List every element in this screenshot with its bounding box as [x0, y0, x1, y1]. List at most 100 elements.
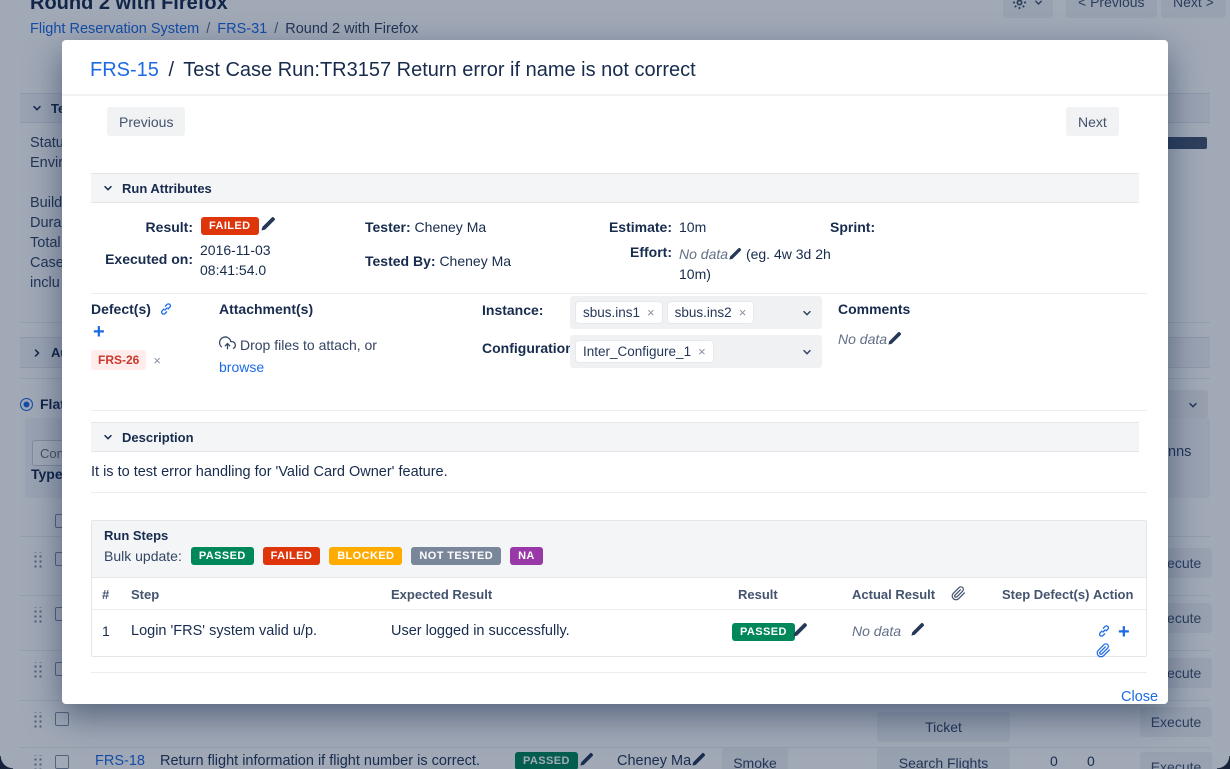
edit-pencil-icon[interactable] — [887, 331, 902, 346]
bulk-blocked-button[interactable]: BLOCKED — [329, 547, 403, 566]
effort-field: No data (eg. 4w 3d 2h 10m) — [679, 244, 841, 284]
tester-value: Cheney Ma — [414, 219, 487, 235]
dialog-title: FRS-15 / Test Case Run:TR3157 Return err… — [90, 56, 696, 84]
result-badge: FAILED — [201, 217, 259, 236]
instance-tag-label: sbus.ins1 — [583, 305, 641, 320]
breadcrumb-separator: / — [206, 21, 211, 37]
remove-tag-icon[interactable]: × — [698, 344, 706, 359]
add-step-defect-button[interactable]: + — [1118, 621, 1130, 643]
chevron-down-icon — [1187, 399, 1199, 411]
execute-button[interactable]: Execute — [1140, 707, 1212, 737]
step-result-badge: PASSED — [732, 623, 795, 642]
bulk-na-button[interactable]: NA — [510, 547, 543, 566]
chevron-down-icon — [102, 182, 114, 194]
attachment-count: 0 — [1087, 753, 1095, 769]
effort-value: No data — [679, 246, 729, 262]
edit-pencil-icon[interactable] — [910, 622, 925, 637]
tester-field: Tester: Cheney Ma — [365, 219, 486, 235]
field-label: Case — [30, 255, 64, 271]
defects-label: Defect(s) — [91, 301, 151, 317]
divider — [20, 747, 1210, 748]
step-actual-value: No data — [852, 623, 902, 639]
edit-pencil-icon[interactable] — [792, 622, 808, 638]
remove-tag-icon[interactable]: × — [738, 305, 747, 320]
breadcrumb-issue-link[interactable]: FRS-31 — [217, 21, 268, 37]
configuration-label: Configuration: — [482, 340, 579, 356]
breadcrumb-project-link[interactable]: Flight Reservation System — [30, 21, 200, 37]
chevron-right-icon — [31, 347, 43, 359]
edit-pencil-icon[interactable] — [691, 752, 706, 767]
add-defect-button[interactable]: + — [93, 321, 105, 343]
drag-handle[interactable] — [32, 712, 43, 730]
title-text: Test Case Run:TR3157 Return error if nam… — [183, 59, 696, 81]
edit-pencil-icon[interactable] — [728, 247, 742, 261]
execute-button[interactable]: Execute — [1140, 752, 1212, 769]
requirement-link[interactable]: Ticket — [877, 712, 1010, 742]
link-icon[interactable] — [158, 301, 174, 317]
bulk-passed-button[interactable]: PASSED — [190, 547, 254, 566]
steps-table-header: # Step Expected Result Result Actual Res… — [92, 578, 1146, 610]
col-expected: Expected Result — [391, 587, 493, 602]
previous-button[interactable]: Previous — [107, 107, 186, 136]
dropzone-text: Drop files to attach, or — [240, 337, 377, 353]
bulk-update-row: Bulk update: PASSED FAILED BLOCKED NOT T… — [104, 547, 1134, 566]
col-step: Step — [131, 587, 160, 602]
field-label: Build — [30, 195, 63, 211]
test-case-run-dialog: FRS-15 / Test Case Run:TR3157 Return err… — [62, 40, 1168, 705]
close-button[interactable]: Close — [1121, 689, 1159, 705]
window-corner — [0, 756, 13, 769]
executed-on-label: Executed on: — [105, 251, 193, 267]
instance-select[interactable]: sbus.ins1 × sbus.ins2 × — [570, 296, 822, 329]
columns-button[interactable]: nns — [1168, 444, 1192, 460]
estimate-value: 10m — [679, 219, 707, 235]
requirement-link[interactable]: Search Flights — [877, 748, 1010, 769]
attachment-dropzone[interactable]: Drop files to attach, or browse — [219, 334, 411, 378]
result-label: Result: — [145, 219, 193, 235]
drag-handle[interactable] — [32, 607, 43, 625]
breadcrumb-current: Round 2 with Firefox — [285, 21, 419, 37]
drag-handle[interactable] — [32, 662, 43, 680]
result-badge: PASSED — [515, 752, 578, 769]
next-run-button[interactable]: Next > — [1161, 0, 1226, 18]
link-step-defect-icon[interactable] — [1096, 623, 1112, 639]
browse-link[interactable]: browse — [219, 359, 265, 375]
configuration-select[interactable]: Inter_Configure_1 × — [570, 335, 822, 368]
col-step-defects: Step Defect(s) — [1002, 587, 1090, 602]
sprint-label: Sprint: — [830, 219, 876, 235]
edit-pencil-icon[interactable] — [260, 216, 276, 232]
testcase-key-link[interactable]: FRS-18 — [95, 753, 145, 769]
effort-hint: (eg. 4w 3d 2h 10m) — [679, 246, 831, 282]
breadcrumb-separator: / — [274, 21, 279, 37]
breadcrumb: Flight Reservation System / FRS-31 / Round 2… — [30, 21, 418, 37]
comments-field: No data — [838, 331, 902, 347]
remove-defect-icon[interactable]: × — [153, 352, 161, 368]
defect-tag[interactable]: FRS-26 — [91, 350, 147, 370]
edit-pencil-icon[interactable] — [579, 752, 594, 767]
divider — [91, 492, 1147, 493]
step-row: 1 Login 'FRS' system valid u/p. User log… — [92, 610, 1146, 658]
run-steps-title: Run Steps — [104, 528, 169, 543]
defect-tag-row: FRS-26 × — [91, 350, 161, 370]
settings-button[interactable] — [1003, 0, 1053, 18]
attach-step-file-icon[interactable] — [1096, 643, 1111, 658]
row-checkbox[interactable] — [55, 712, 69, 726]
type-filter-label: Type — [31, 466, 63, 482]
col-actual: Actual Result — [852, 587, 936, 602]
bulk-not-tested-button[interactable]: NOT TESTED — [411, 547, 502, 566]
run-steps-header: Run Steps Bulk update: PASSED FAILED BLO… — [92, 521, 1146, 578]
upload-cloud-icon — [219, 336, 236, 353]
tester-label: Tester: — [365, 219, 411, 235]
description-section-header[interactable]: Description — [91, 422, 1139, 452]
drag-handle[interactable] — [32, 552, 43, 570]
bulk-failed-button[interactable]: FAILED — [262, 547, 321, 566]
testcase-key-link[interactable]: FRS-15 — [90, 59, 159, 81]
previous-run-button[interactable]: < Previous — [1066, 0, 1157, 18]
run-attributes-section-header[interactable]: Run Attributes — [91, 173, 1139, 203]
col-result: Result — [738, 587, 778, 602]
attachments-column-icon — [951, 586, 966, 601]
remove-tag-icon[interactable]: × — [647, 305, 655, 320]
drag-handle[interactable] — [32, 755, 43, 769]
field-label: Envir — [30, 155, 64, 171]
next-button[interactable]: Next — [1066, 107, 1119, 136]
view-toggle-flat[interactable]: Flat — [20, 396, 65, 412]
